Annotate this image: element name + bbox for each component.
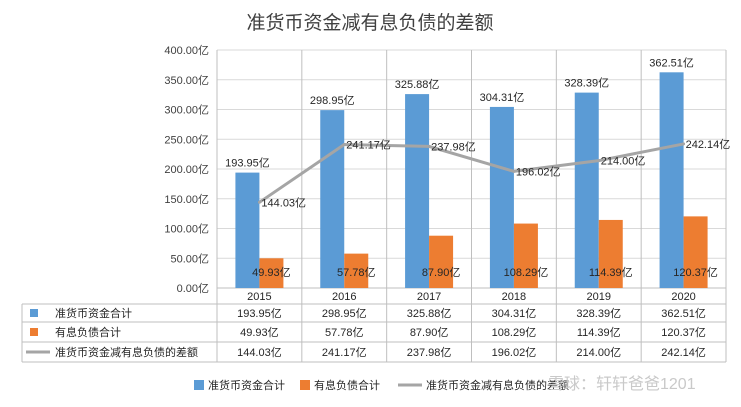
table-cell: 108.29亿 (492, 326, 537, 339)
series-line (258, 142, 684, 204)
bar (574, 92, 599, 289)
line-label: 242.14亿 (686, 138, 731, 151)
y-tick-label: 250.00亿 (164, 133, 209, 146)
table-row-header: 准货币资金合计 (55, 306, 132, 320)
bar (513, 223, 538, 288)
bar-label: 325.88亿 (395, 78, 440, 91)
bar (235, 172, 260, 288)
y-tick-label: 50.00亿 (170, 252, 209, 265)
chart-title: 准货币资金减有息负债的差额 (246, 12, 493, 34)
table-cell: 214.00亿 (576, 346, 621, 359)
line-label: 237.98亿 (431, 140, 476, 153)
watermark: 雪球：轩轩爸爸1201 (548, 375, 696, 393)
data-table: 2015 2016 2017 2018 2019 2020 准货币资金合计 193.95亿 29… (21, 50, 727, 363)
bar-label: 328.39亿 (564, 77, 609, 90)
table-cell: 193.95亿 (237, 307, 282, 320)
line-label: 196.02亿 (516, 165, 561, 178)
table-cell: 298.95亿 (322, 307, 367, 320)
bar-label: 193.95亿 (225, 157, 270, 170)
table-cell: 144.03亿 (237, 346, 282, 359)
line-label: 144.03亿 (261, 196, 306, 209)
table-cell: 114.39亿 (577, 326, 621, 339)
bar (598, 219, 623, 288)
y-tick-label: 100.00亿 (164, 223, 209, 236)
x-tick-label: 2015 (247, 291, 271, 303)
y-tick-label: 400.00亿 (164, 44, 209, 57)
table-legend-key (30, 328, 38, 336)
bar-label: 57.78亿 (337, 266, 376, 279)
table-cell: 57.78亿 (325, 326, 364, 339)
bar-label: 114.39亿 (589, 266, 633, 279)
legend-label: 有息负债合计 (314, 378, 380, 392)
line-point (427, 144, 431, 148)
y-tick-label: 0.00亿 (177, 282, 209, 295)
bar (489, 106, 514, 288)
line-point (682, 142, 686, 146)
line-label: 241.17亿 (346, 139, 391, 152)
y-tick-label: 150.00亿 (164, 193, 209, 206)
data-labels: 193.95亿 298.95亿 325.88亿 304.31亿 328.39亿 362.5… (225, 56, 730, 279)
y-axis-ticks: 0.00亿 50.00亿 100.00亿 150.00亿 200.00亿 250.00亿 3… (164, 44, 209, 295)
x-tick-label: 2017 (417, 291, 441, 303)
table-cell: 241.17亿 (322, 346, 367, 359)
bar (320, 110, 345, 288)
table-row-header: 准货币资金减有息负债的差额 (55, 345, 198, 359)
line-point (342, 143, 346, 147)
bars (235, 72, 708, 289)
x-tick-label: 2016 (332, 291, 356, 303)
bar-label: 120.37亿 (673, 266, 718, 279)
bar (405, 94, 430, 288)
table-cell: 242.14亿 (661, 346, 706, 359)
table-cell: 120.37亿 (661, 326, 706, 339)
bar (429, 235, 454, 288)
table-cell: 237.98亿 (407, 346, 452, 359)
x-tick-label: 2020 (671, 291, 695, 303)
bar (683, 216, 708, 288)
bar (344, 253, 369, 288)
y-tick-label: 200.00亿 (164, 163, 209, 176)
legend-label: 准货币资金合计 (208, 378, 285, 392)
table-cell: 304.31亿 (492, 307, 537, 320)
table-cell: 328.39亿 (576, 307, 621, 320)
legend-key (300, 380, 310, 390)
legend: 准货币资金合计 有息负债合计 准货币资金减有息负债的差额 (194, 378, 569, 392)
y-tick-label: 350.00亿 (164, 74, 209, 87)
bar-label: 298.95亿 (310, 94, 355, 107)
line-point (257, 200, 261, 204)
y-tick-label: 300.00亿 (164, 104, 209, 117)
line-label: 214.00亿 (601, 155, 646, 168)
bar-label: 304.31亿 (480, 91, 525, 104)
legend-key (194, 380, 204, 390)
difference-line (257, 142, 686, 204)
table-cell: 325.88亿 (407, 307, 452, 320)
x-tick-label: 2018 (502, 291, 526, 303)
bar (659, 72, 684, 288)
bar (259, 258, 284, 288)
table-cell: 196.02亿 (492, 346, 537, 359)
bar-label: 87.90亿 (422, 266, 461, 279)
table-cell: 362.51亿 (661, 307, 706, 320)
table-legend-key (30, 309, 38, 317)
table-cell: 87.90亿 (410, 326, 449, 339)
line-point (597, 159, 601, 163)
bar-label: 108.29亿 (504, 266, 549, 279)
line-point (512, 169, 516, 173)
legend-label: 准货币资金减有息负债的差额 (426, 378, 569, 392)
table-row-header: 有息负债合计 (55, 325, 121, 339)
bar-label: 49.93亿 (252, 266, 291, 279)
x-tick-label: 2019 (587, 291, 611, 303)
bar-label: 362.51亿 (649, 56, 694, 69)
table-cell: 49.93亿 (240, 326, 279, 339)
